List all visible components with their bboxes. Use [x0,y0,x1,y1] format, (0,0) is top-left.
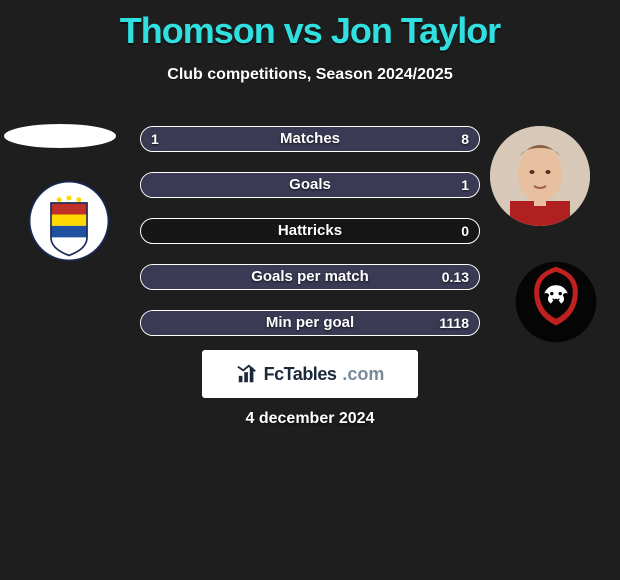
brand-name: FcTables [264,364,337,385]
stat-label: Goals per match [141,265,479,289]
right-club-crest [514,260,598,344]
stat-label: Goals [141,173,479,197]
page-title: Thomson vs Jon Taylor [0,0,620,52]
stat-value-right: 0 [461,219,469,243]
stat-row-matches: 1 Matches 8 [140,126,480,152]
comparison-stats: 1 Matches 8 Goals 1 Hattricks 0 Goals pe… [140,126,480,356]
stat-label: Matches [141,127,479,151]
stat-value-right: 8 [461,127,469,151]
right-player-avatar [490,126,590,226]
brand-domain: .com [342,364,384,385]
snapshot-date: 4 december 2024 [0,410,620,428]
left-club-crest [28,180,110,262]
stat-row-hattricks: Hattricks 0 [140,218,480,244]
stat-label: Min per goal [141,311,479,335]
stat-value-right: 1 [461,173,469,197]
competition-subtitle: Club competitions, Season 2024/2025 [0,66,620,84]
left-player-avatar [4,124,116,148]
stat-value-right: 1118 [439,311,469,335]
stat-row-min-per-goal: Min per goal 1118 [140,310,480,336]
stat-row-goals: Goals 1 [140,172,480,198]
stat-value-right: 0.13 [442,265,469,289]
stat-label: Hattricks [141,219,479,243]
brand-watermark: FcTables.com [202,350,418,398]
chart-bars-icon [236,363,258,385]
stat-row-goals-per-match: Goals per match 0.13 [140,264,480,290]
